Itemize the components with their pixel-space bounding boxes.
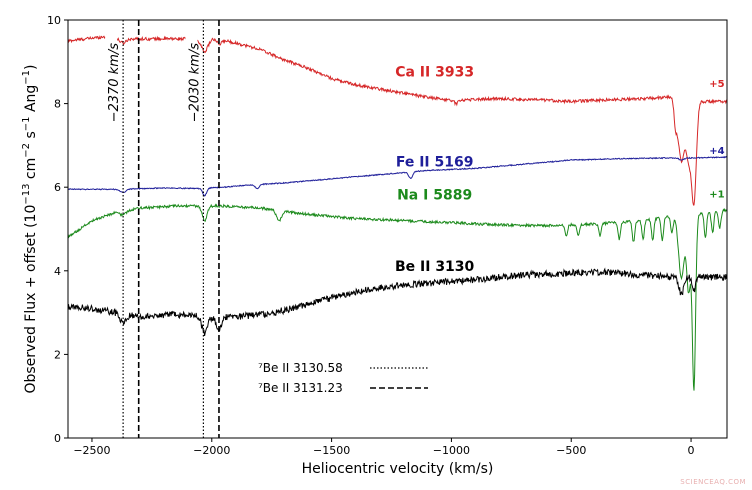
series-label-3: Be II 3130 (395, 259, 475, 275)
series-layer (68, 34, 727, 391)
series-offset-label-1: +4 (709, 146, 724, 157)
series-line-2 (68, 203, 727, 391)
series-label-1: Fe II 5169 (396, 154, 474, 170)
x-tick-label: −2500 (73, 444, 110, 457)
watermark: SCIENCEAQ.COM (680, 478, 746, 486)
series-line-1 (68, 155, 727, 197)
x-tick-label: −500 (556, 444, 586, 457)
y-axis-ticks: 0 2 4 6 8 10 (47, 14, 68, 445)
x-axis-title: Heliocentric velocity (km/s) (302, 461, 494, 477)
vline-label-bg-1 (185, 34, 198, 131)
y-axis-title: Observed Flux + offset (10−13 cm−2 s−1 A… (21, 64, 39, 393)
y-tick-label: 4 (54, 265, 61, 278)
y-tick-label: 6 (54, 181, 61, 194)
x-tick-label: −1000 (433, 444, 470, 457)
vline-label-bg-0 (105, 34, 118, 131)
reference-lines (122, 20, 220, 438)
series-label-2: Na I 5889 (397, 188, 472, 204)
x-axis-ticks: −2500 −2000 −1500 −1000 −500 0 (73, 438, 695, 457)
legend-label-0: ⁷Be II 3130.58 (258, 361, 343, 375)
legend-label-1: ⁷Be II 3131.23 (258, 381, 343, 395)
series-offset-label-2: +1 (709, 190, 724, 201)
reference-line-labels: −2370 km/s −2030 km/s (105, 34, 202, 131)
y-tick-label: 10 (47, 14, 61, 27)
series-labels: Ca II 3933 +5 Fe II 5169 +4 Na I 5889 +1 Be II… (395, 64, 725, 274)
series-line-3 (68, 267, 727, 336)
vline-label-0: −2370 km/s (107, 43, 122, 123)
plot-frame (67, 19, 728, 439)
series-label-0: Ca II 3933 (395, 64, 474, 80)
y-tick-label: 2 (54, 348, 61, 361)
series-line-0 (68, 34, 727, 206)
x-tick-label: 0 (688, 444, 695, 457)
x-tick-label: −1500 (313, 444, 350, 457)
y-tick-label: 0 (54, 432, 61, 445)
legend: ⁷Be II 3130.58 ⁷Be II 3131.23 (258, 361, 428, 395)
vline-label-1: −2030 km/s (187, 43, 202, 123)
series-offset-label-0: +5 (709, 79, 724, 90)
y-tick-label: 8 (54, 98, 61, 111)
x-tick-label: −2000 (193, 444, 230, 457)
